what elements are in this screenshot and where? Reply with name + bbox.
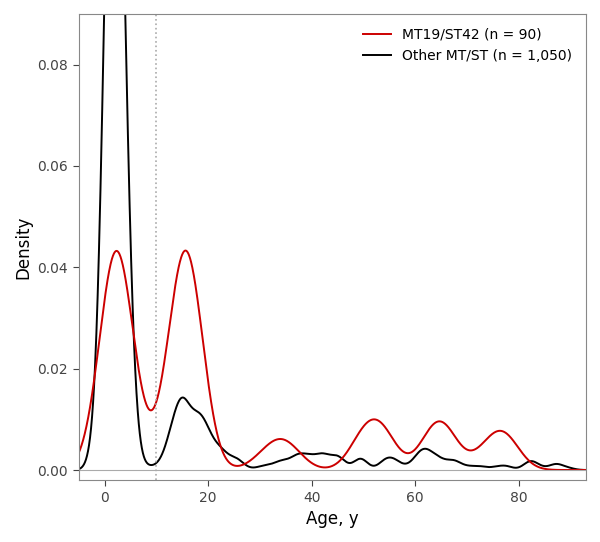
MT19/ST42 (n = 90) (182, 247, 189, 254)
MT19/ST42 (n = 90) (475, 444, 482, 450)
MT19/ST42 (n = 90) (75, 450, 82, 456)
Line: MT19/ST42 (n = 90): MT19/ST42 (n = 90) (79, 250, 586, 470)
MT19/ST42 (n = 90) (308, 460, 316, 467)
Legend: MT19/ST42 (n = 90), Other MT/ST (n = 1,050): MT19/ST42 (n = 90), Other MT/ST (n = 1,0… (356, 21, 579, 70)
MT19/ST42 (n = 90) (568, 467, 575, 473)
MT19/ST42 (n = 90) (583, 467, 590, 473)
Other MT/ST (n = 1,050) (568, 465, 575, 472)
Other MT/ST (n = 1,050) (583, 467, 590, 473)
MT19/ST42 (n = 90) (568, 467, 575, 473)
Line: Other MT/ST (n = 1,050): Other MT/ST (n = 1,050) (79, 0, 586, 470)
Other MT/ST (n = 1,050) (475, 463, 482, 469)
X-axis label: Age, y: Age, y (306, 510, 359, 528)
Other MT/ST (n = 1,050) (75, 466, 82, 473)
Other MT/ST (n = 1,050) (308, 451, 316, 457)
MT19/ST42 (n = 90) (322, 464, 329, 470)
MT19/ST42 (n = 90) (101, 297, 108, 304)
Other MT/ST (n = 1,050) (568, 465, 575, 472)
Other MT/ST (n = 1,050) (322, 450, 329, 457)
Y-axis label: Density: Density (14, 215, 32, 279)
